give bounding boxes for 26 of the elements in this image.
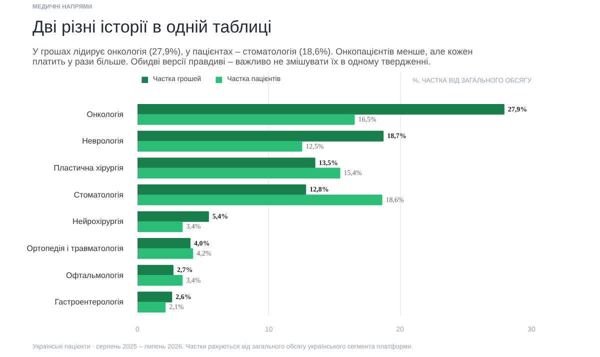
bar	[138, 168, 340, 178]
bar	[138, 130, 384, 142]
bar	[138, 238, 191, 249]
bar	[138, 248, 194, 259]
y-tick-label: Офтальмологія	[66, 270, 124, 280]
bar	[138, 275, 183, 286]
y-tick-label: Онкологія	[86, 110, 124, 119]
bar	[138, 264, 174, 276]
bar	[138, 158, 316, 168]
bar	[138, 302, 166, 313]
bar	[138, 140, 302, 152]
chart-subtitle: У грошах лідирує онкологія (27,9%), у пацієнтах – стоматологія (18,6%). Онкопацієнтів менше, але кожен платить у рази більше. Обидві версії правдиві – важливо не змішувати їх в одному твердженні.	[32, 46, 473, 66]
bar	[138, 292, 172, 302]
bar	[138, 211, 209, 222]
y-tick-label: Ортопедія і травматологія	[26, 244, 124, 253]
bar	[138, 104, 504, 115]
y-tick-label: Нейрохірургія	[72, 217, 124, 226]
y-tick-label: Гастроентерологія	[54, 298, 124, 307]
y-tick-label: Пластична хірургія	[54, 164, 124, 173]
bar	[138, 114, 355, 125]
y-tick-label: Неврологія	[82, 136, 124, 146]
chart-title: Дві різні історії в одній таблиці	[32, 18, 272, 36]
y-tick-label: Стоматологія	[74, 190, 124, 200]
bar	[138, 221, 183, 232]
bar	[138, 194, 382, 206]
bar	[138, 184, 306, 196]
